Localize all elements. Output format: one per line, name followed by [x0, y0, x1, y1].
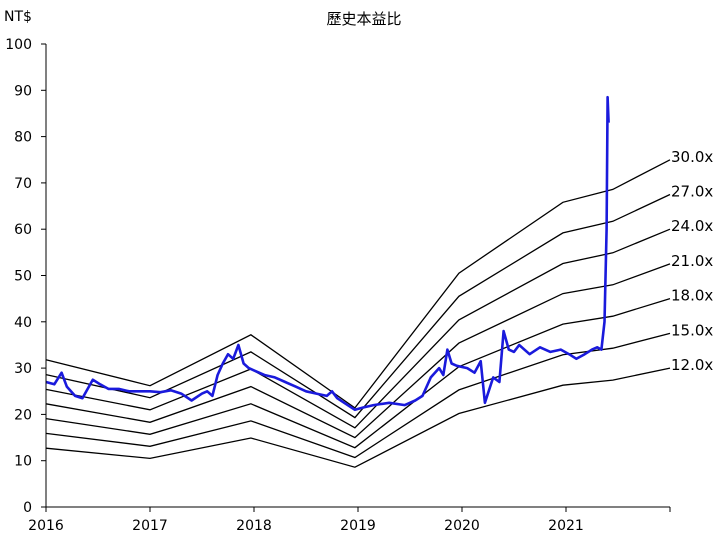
pe-band-line — [45, 159, 671, 409]
pe-band-label: 15.0x — [671, 321, 713, 339]
y-tick-label: 90 — [14, 83, 32, 99]
y-tick-label: 20 — [14, 407, 32, 423]
x-tick-label: 2020 — [444, 518, 480, 534]
x-tick-label: 2016 — [28, 518, 64, 534]
y-tick-label: 0 — [23, 500, 32, 516]
pe-band-label: 30.0x — [671, 148, 713, 166]
pe-band-label: 24.0x — [671, 217, 713, 235]
x-tick-label: 2019 — [340, 518, 376, 534]
pe-band-label: 21.0x — [671, 252, 713, 270]
pe-band-line — [45, 332, 671, 459]
y-tick-label: 100 — [5, 37, 32, 53]
pe-band-label: 27.0x — [671, 182, 713, 200]
pe-band-line — [45, 263, 671, 439]
chart-title: 歷史本益比 — [326, 10, 401, 28]
y-tick-label: 40 — [14, 315, 32, 331]
x-tick-label: 2021 — [548, 518, 584, 534]
y-axis-label: NT$ — [4, 9, 32, 25]
price-line — [45, 95, 610, 412]
y-tick-label: 50 — [14, 269, 32, 285]
pe-band-label: 18.0x — [671, 287, 713, 305]
axes: 0 10 20 30 40 50 60 70 80 90 100 2016 2017 2018 2019 20… — [5, 37, 671, 534]
pe-band-line — [45, 228, 671, 429]
y-tick-label: 10 — [14, 454, 32, 470]
price-series — [45, 95, 610, 412]
pe-bands: 30.0x 27.0x 24.0x 21.0x 18.0x 15.0x 12.0x — [45, 148, 713, 468]
x-tick-label: 2017 — [132, 518, 168, 534]
pe-band-label: 12.0x — [671, 356, 713, 374]
pe-band-line — [45, 367, 671, 468]
y-tick-label: 70 — [14, 176, 32, 192]
y-tick-label: 80 — [14, 130, 32, 146]
x-tick-label: 2018 — [236, 518, 272, 534]
y-tick-label: 60 — [14, 222, 32, 238]
y-tick-label: 30 — [14, 361, 32, 377]
